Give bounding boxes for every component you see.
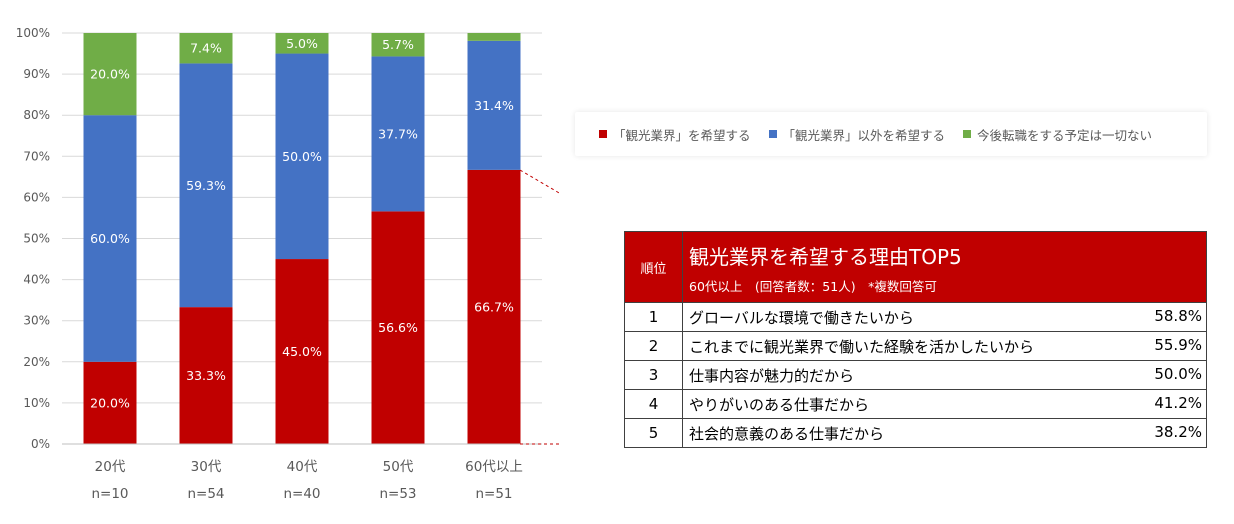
table-title-cell: 観光業界を希望する理由TOP5 60代以上 (回答者数：51人) *複数回答可 [682,231,1207,303]
y-tick-label: 80% [23,108,50,122]
reason-text: やりがいのある仕事だから [689,395,870,414]
rank-cell: 5 [624,418,683,448]
x-tick-label: 40代 [287,459,318,475]
data-label: 60.0% [90,231,130,246]
percent-value: 41.2% [1154,393,1202,412]
bar-segment [83,33,137,116]
legend-label: 「観光業界」を希望する [613,127,751,143]
top5-table: 順位 観光業界を希望する理由TOP5 60代以上 (回答者数：51人) *複数回… [624,231,1207,448]
bar-segment [179,63,233,308]
bar-segment [467,169,521,444]
table-row: 1 グローバルな環境で働きたいから 58.8% [624,302,1207,332]
table-row: 2 これまでに観光業界で働いた経験を活かしたいから 55.9% [624,331,1207,361]
x-tick-label: 20代 [95,459,126,475]
data-label: 59.3% [186,178,226,193]
bar-segment [371,33,425,57]
data-label: 56.6% [378,320,418,335]
reason-cell: これまでに観光業界で働いた経験を活かしたいから 55.9% [682,331,1207,361]
y-tick-label: 0% [31,437,50,451]
percent-value: 58.8% [1154,306,1202,325]
bar-segment [467,33,521,41]
x-tick-label: 60代以上 [465,459,523,475]
data-label: 20.0% [90,395,130,410]
table-title: 観光業界を希望する理由TOP5 [689,245,962,269]
chart-legend: 「観光業界」を希望する 「観光業界」以外を希望する 今後転職をする予定は一切ない [575,112,1207,156]
y-tick-label: 60% [23,190,50,204]
rank-cell: 4 [624,389,683,419]
y-axis: 0% 10% 20% 30% 40% 50% 60% 70% 80% 90% 100% [16,26,50,451]
legend-item: 「観光業界」以外を希望する [768,125,946,144]
table-header-row: 順位 観光業界を希望する理由TOP5 60代以上 (回答者数：51人) *複数回… [624,231,1207,303]
y-tick-label: 90% [23,67,50,81]
reason-text: 社会的意義のある仕事だから [689,424,885,443]
reason-text: グローバルな環境で働きたいから [689,308,914,327]
data-label: 45.0% [282,344,322,359]
x-tick-sublabel: n=40 [283,486,320,502]
table-row: 5 社会的意義のある仕事だから 38.2% [624,418,1207,448]
x-tick-label: 50代 [383,459,414,475]
y-tick-label: 20% [23,355,50,369]
bar-segment [83,361,137,444]
bar-segment [275,53,329,260]
table-row: 3 仕事内容が魅力的だから 50.0% [624,360,1207,390]
legend-label: 今後転職をする予定は一切ない [977,127,1153,143]
bar-segment [371,56,425,212]
legend-label: 「観光業界」以外を希望する [782,127,946,143]
reason-cell: 社会的意義のある仕事だから 38.2% [682,418,1207,448]
y-tick-label: 50% [23,232,50,246]
legend-swatch [768,130,777,138]
legend-swatch [599,130,607,138]
reason-cell: 仕事内容が魅力的だから 50.0% [682,360,1207,390]
x-tick-sublabel: n=10 [91,486,128,502]
percent-value: 55.9% [1154,335,1202,354]
x-axis: 20代 n=10 30代 n=54 40代 n=40 50代 n=53 60代以上 n=51 [62,443,542,502]
data-label: 33.3% [186,368,226,383]
legend-item: 「観光業界」を希望する [599,125,751,144]
reason-text: これまでに観光業界で働いた経験を活かしたいから [689,337,1035,356]
y-tick-label: 100% [16,26,50,40]
rank-cell: 3 [624,360,683,390]
x-tick-sublabel: n=54 [187,486,224,502]
data-label: 37.7% [378,126,418,141]
stacked-bar-chart: 0% 10% 20% 30% 40% 50% 60% 70% 80% 90% 100% 20.0% 6… [16,26,560,502]
bar-segment [275,259,329,444]
x-tick-label: 30代 [191,459,222,475]
x-tick-sublabel: n=51 [475,486,512,502]
legend-swatch [963,130,972,138]
reason-text: 仕事内容が魅力的だから [689,366,855,385]
x-tick-sublabel: n=53 [379,486,416,502]
data-label: 31.4% [474,98,514,113]
data-label: 20.0% [90,67,130,82]
y-tick-label: 70% [23,149,50,163]
table-row: 4 やりがいのある仕事だから 41.2% [624,389,1207,419]
bar-segment [83,115,137,362]
reason-cell: グローバルな環境で働きたいから 58.8% [682,302,1207,332]
bar-segment [179,33,233,64]
callout-connector [519,169,560,445]
bar-segment [179,307,233,444]
bars: 20.0% 60.0% 20.0% 33.3% 59.3% 7.4% 45.0% 50.0% 5… [83,33,521,444]
bar-segment [371,211,425,444]
bar-segment [275,33,329,54]
rank-header: 順位 [624,231,683,303]
table-subtitle: 60代以上 (回答者数：51人) *複数回答可 [689,279,937,294]
data-label: 5.0% [286,36,318,51]
percent-value: 38.2% [1154,422,1202,441]
y-tick-label: 40% [23,273,50,287]
percent-value: 50.0% [1154,364,1202,383]
reason-cell: やりがいのある仕事だから 41.2% [682,389,1207,419]
data-label: 50.0% [282,149,322,164]
rank-cell: 2 [624,331,683,361]
legend-item: 今後転職をする予定は一切ない [963,125,1152,144]
y-tick-label: 30% [23,314,50,328]
data-label: 7.4% [190,41,222,56]
data-label: 5.7% [382,37,414,52]
y-tick-label: 10% [23,396,50,410]
rank-cell: 1 [624,302,683,332]
data-label: 66.7% [474,299,514,314]
bar-segment [467,40,521,170]
